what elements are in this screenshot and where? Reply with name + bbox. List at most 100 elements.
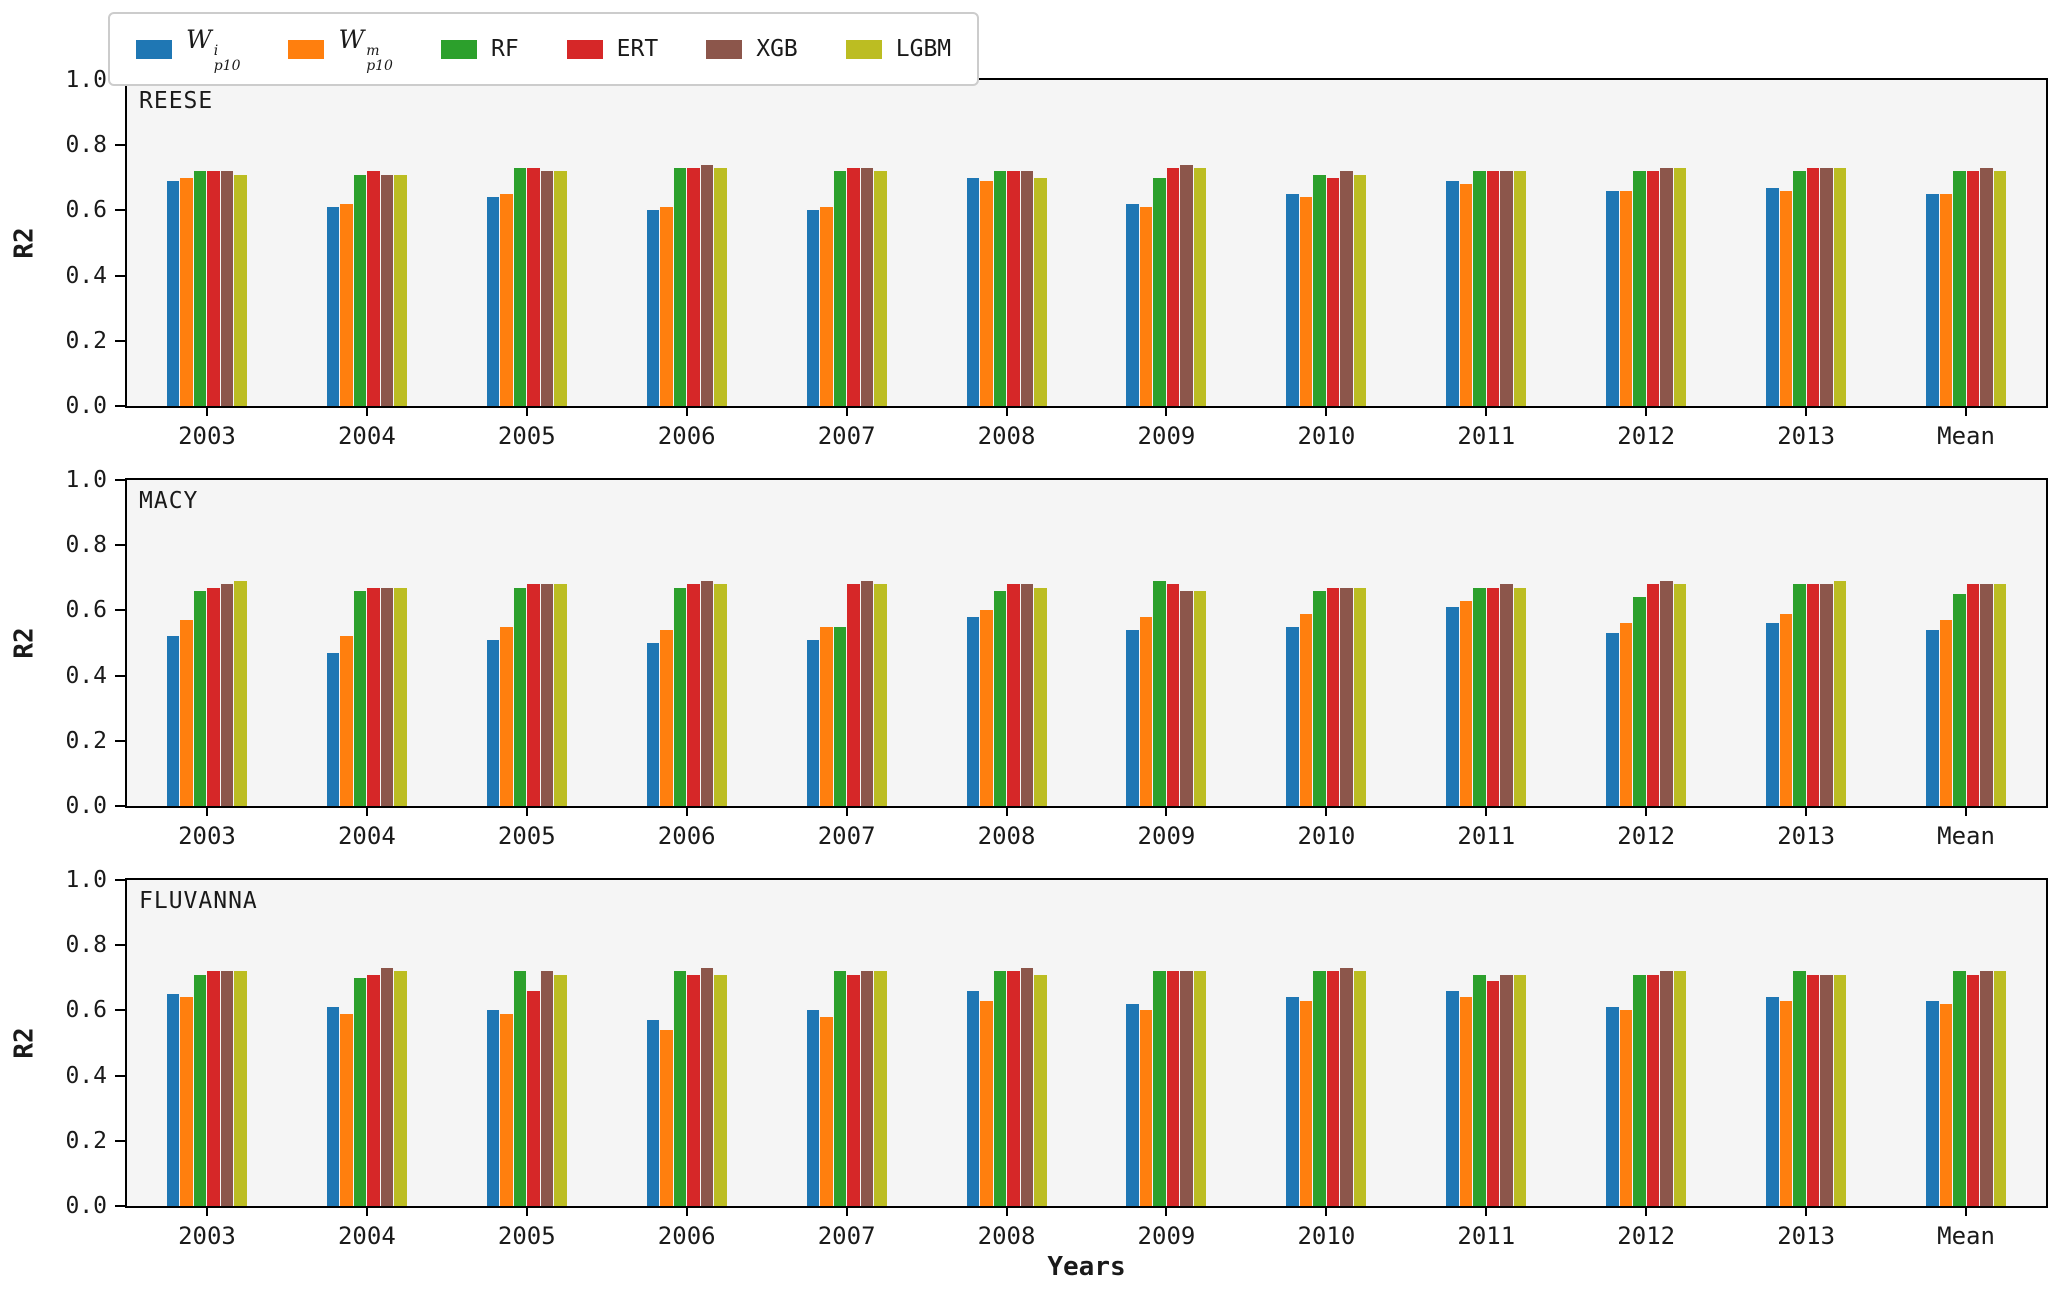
- bar-LGBM: [874, 971, 887, 1206]
- bar-RF: [1953, 594, 1966, 806]
- bar-XGB: [540, 171, 554, 406]
- x-tick-label: 2013: [1777, 822, 1836, 850]
- bar-XGB: [220, 171, 234, 406]
- bar-W_p10_i: [806, 639, 820, 806]
- bar-W_p10_m: [500, 626, 513, 806]
- y-tick-label: 0.4: [65, 262, 107, 289]
- x-tick-label: 2007: [817, 422, 876, 450]
- bar-W_p10_i: [966, 177, 980, 406]
- bar-W_p10_i: [326, 652, 340, 806]
- y-tick: [115, 1009, 125, 1012]
- x-tick: [525, 806, 528, 816]
- subplot-reese: REESE R2 0.0 0.2 0.4 0.6 0.8 1.0 2003 2004 2005 200…: [10, 69, 2048, 448]
- x-tick-label: 2008: [977, 422, 1036, 450]
- bar-XGB: [1980, 584, 1993, 806]
- y-tick: [115, 739, 125, 742]
- bar-XGB: [380, 968, 394, 1206]
- bar-ERT: [527, 990, 540, 1206]
- legend-item-ERT: ERT: [566, 36, 658, 62]
- bar-W_p10_m: [1779, 190, 1793, 406]
- y-tick-label: 1.0: [65, 467, 107, 493]
- x-tick: [1165, 406, 1168, 416]
- x-tick-label: 2004: [337, 1222, 396, 1250]
- x-tick: [205, 406, 208, 416]
- legend-label-LGBM: LGBM: [895, 36, 952, 63]
- bar-XGB: [380, 587, 394, 806]
- bar-W_p10_m: [980, 181, 993, 406]
- x-tick: [1005, 806, 1008, 816]
- x-tick: [1965, 406, 1968, 416]
- y-tick: [115, 144, 125, 147]
- x-tick: [685, 406, 688, 416]
- bar-XGB: [1820, 974, 1833, 1206]
- bar-RF: [673, 168, 687, 406]
- bar-ERT: [1326, 177, 1340, 406]
- x-tick: [685, 806, 688, 816]
- bar-W_p10_m: [660, 207, 673, 406]
- bar-W_p10_i: [1286, 194, 1299, 406]
- bar-W_p10_m: [1939, 620, 1953, 806]
- y-tick-label: 0.8: [65, 932, 107, 959]
- bar-W_p10_m: [1779, 613, 1793, 806]
- bar-ERT: [1806, 584, 1820, 806]
- x-tick: [365, 1206, 368, 1216]
- x-tick: [1005, 1206, 1008, 1216]
- bar-ERT: [1166, 168, 1180, 406]
- bar-W_p10_m: [1619, 623, 1633, 806]
- bar-W_p10_m: [660, 629, 673, 806]
- bar-XGB: [700, 164, 714, 406]
- bar-LGBM: [1513, 974, 1527, 1206]
- bar-RF: [673, 587, 687, 806]
- bar-ERT: [847, 974, 860, 1206]
- bar-RF: [193, 974, 207, 1206]
- x-tick-label: 2010: [1297, 422, 1356, 450]
- bar-W_p10_m: [820, 207, 833, 406]
- bar-ERT: [687, 974, 700, 1206]
- bar-RF: [833, 626, 847, 806]
- bar-W_p10_i: [1606, 190, 1619, 406]
- bar-W_p10_i: [1926, 194, 1939, 406]
- bar-W_p10_i: [166, 181, 180, 406]
- bar-RF: [1473, 587, 1486, 806]
- bar-ERT: [207, 171, 220, 406]
- bar-RF: [1473, 171, 1486, 406]
- x-tick: [1485, 406, 1488, 416]
- bar-LGBM: [1193, 168, 1207, 406]
- bar-LGBM: [394, 174, 407, 406]
- x-tick-label: 2012: [1617, 1222, 1676, 1250]
- bar-ERT: [367, 587, 380, 806]
- bar-LGBM: [714, 168, 727, 406]
- bar-RF: [353, 977, 367, 1206]
- bar-XGB: [1980, 168, 1993, 406]
- bar-W_p10_i: [806, 210, 820, 406]
- bar-RF: [353, 174, 367, 406]
- bar-ERT: [1646, 171, 1660, 406]
- bar-ERT: [1166, 971, 1180, 1206]
- bar-XGB: [1340, 171, 1353, 406]
- bar-XGB: [540, 584, 554, 806]
- bar-RF: [1633, 171, 1646, 406]
- bar-W_p10_i: [486, 639, 500, 806]
- bar-XGB: [1660, 581, 1673, 806]
- bar-W_p10_i: [1126, 629, 1139, 806]
- y-tick: [115, 674, 125, 677]
- bar-LGBM: [554, 584, 567, 806]
- bar-W_p10_m: [1139, 1010, 1153, 1206]
- y-tick-label: 0.4: [65, 1062, 107, 1089]
- y-tick: [115, 944, 125, 947]
- legend-item-LGBM: LGBM: [845, 36, 952, 63]
- x-tick-label: 2003: [178, 422, 236, 450]
- bar-XGB: [1820, 168, 1833, 406]
- bar-RF: [1313, 971, 1326, 1206]
- bar-W_p10_i: [1926, 1000, 1939, 1206]
- x-tick-label: 2009: [1137, 822, 1196, 850]
- bar-ERT: [687, 168, 700, 406]
- x-tick: [1005, 406, 1008, 416]
- bar-W_p10_i: [1286, 997, 1299, 1206]
- bar-W_p10_i: [1286, 626, 1299, 806]
- bar-LGBM: [1034, 177, 1047, 406]
- subplot-title: FLUVANNA: [139, 888, 258, 914]
- legend-swatch-XGB: [706, 39, 743, 59]
